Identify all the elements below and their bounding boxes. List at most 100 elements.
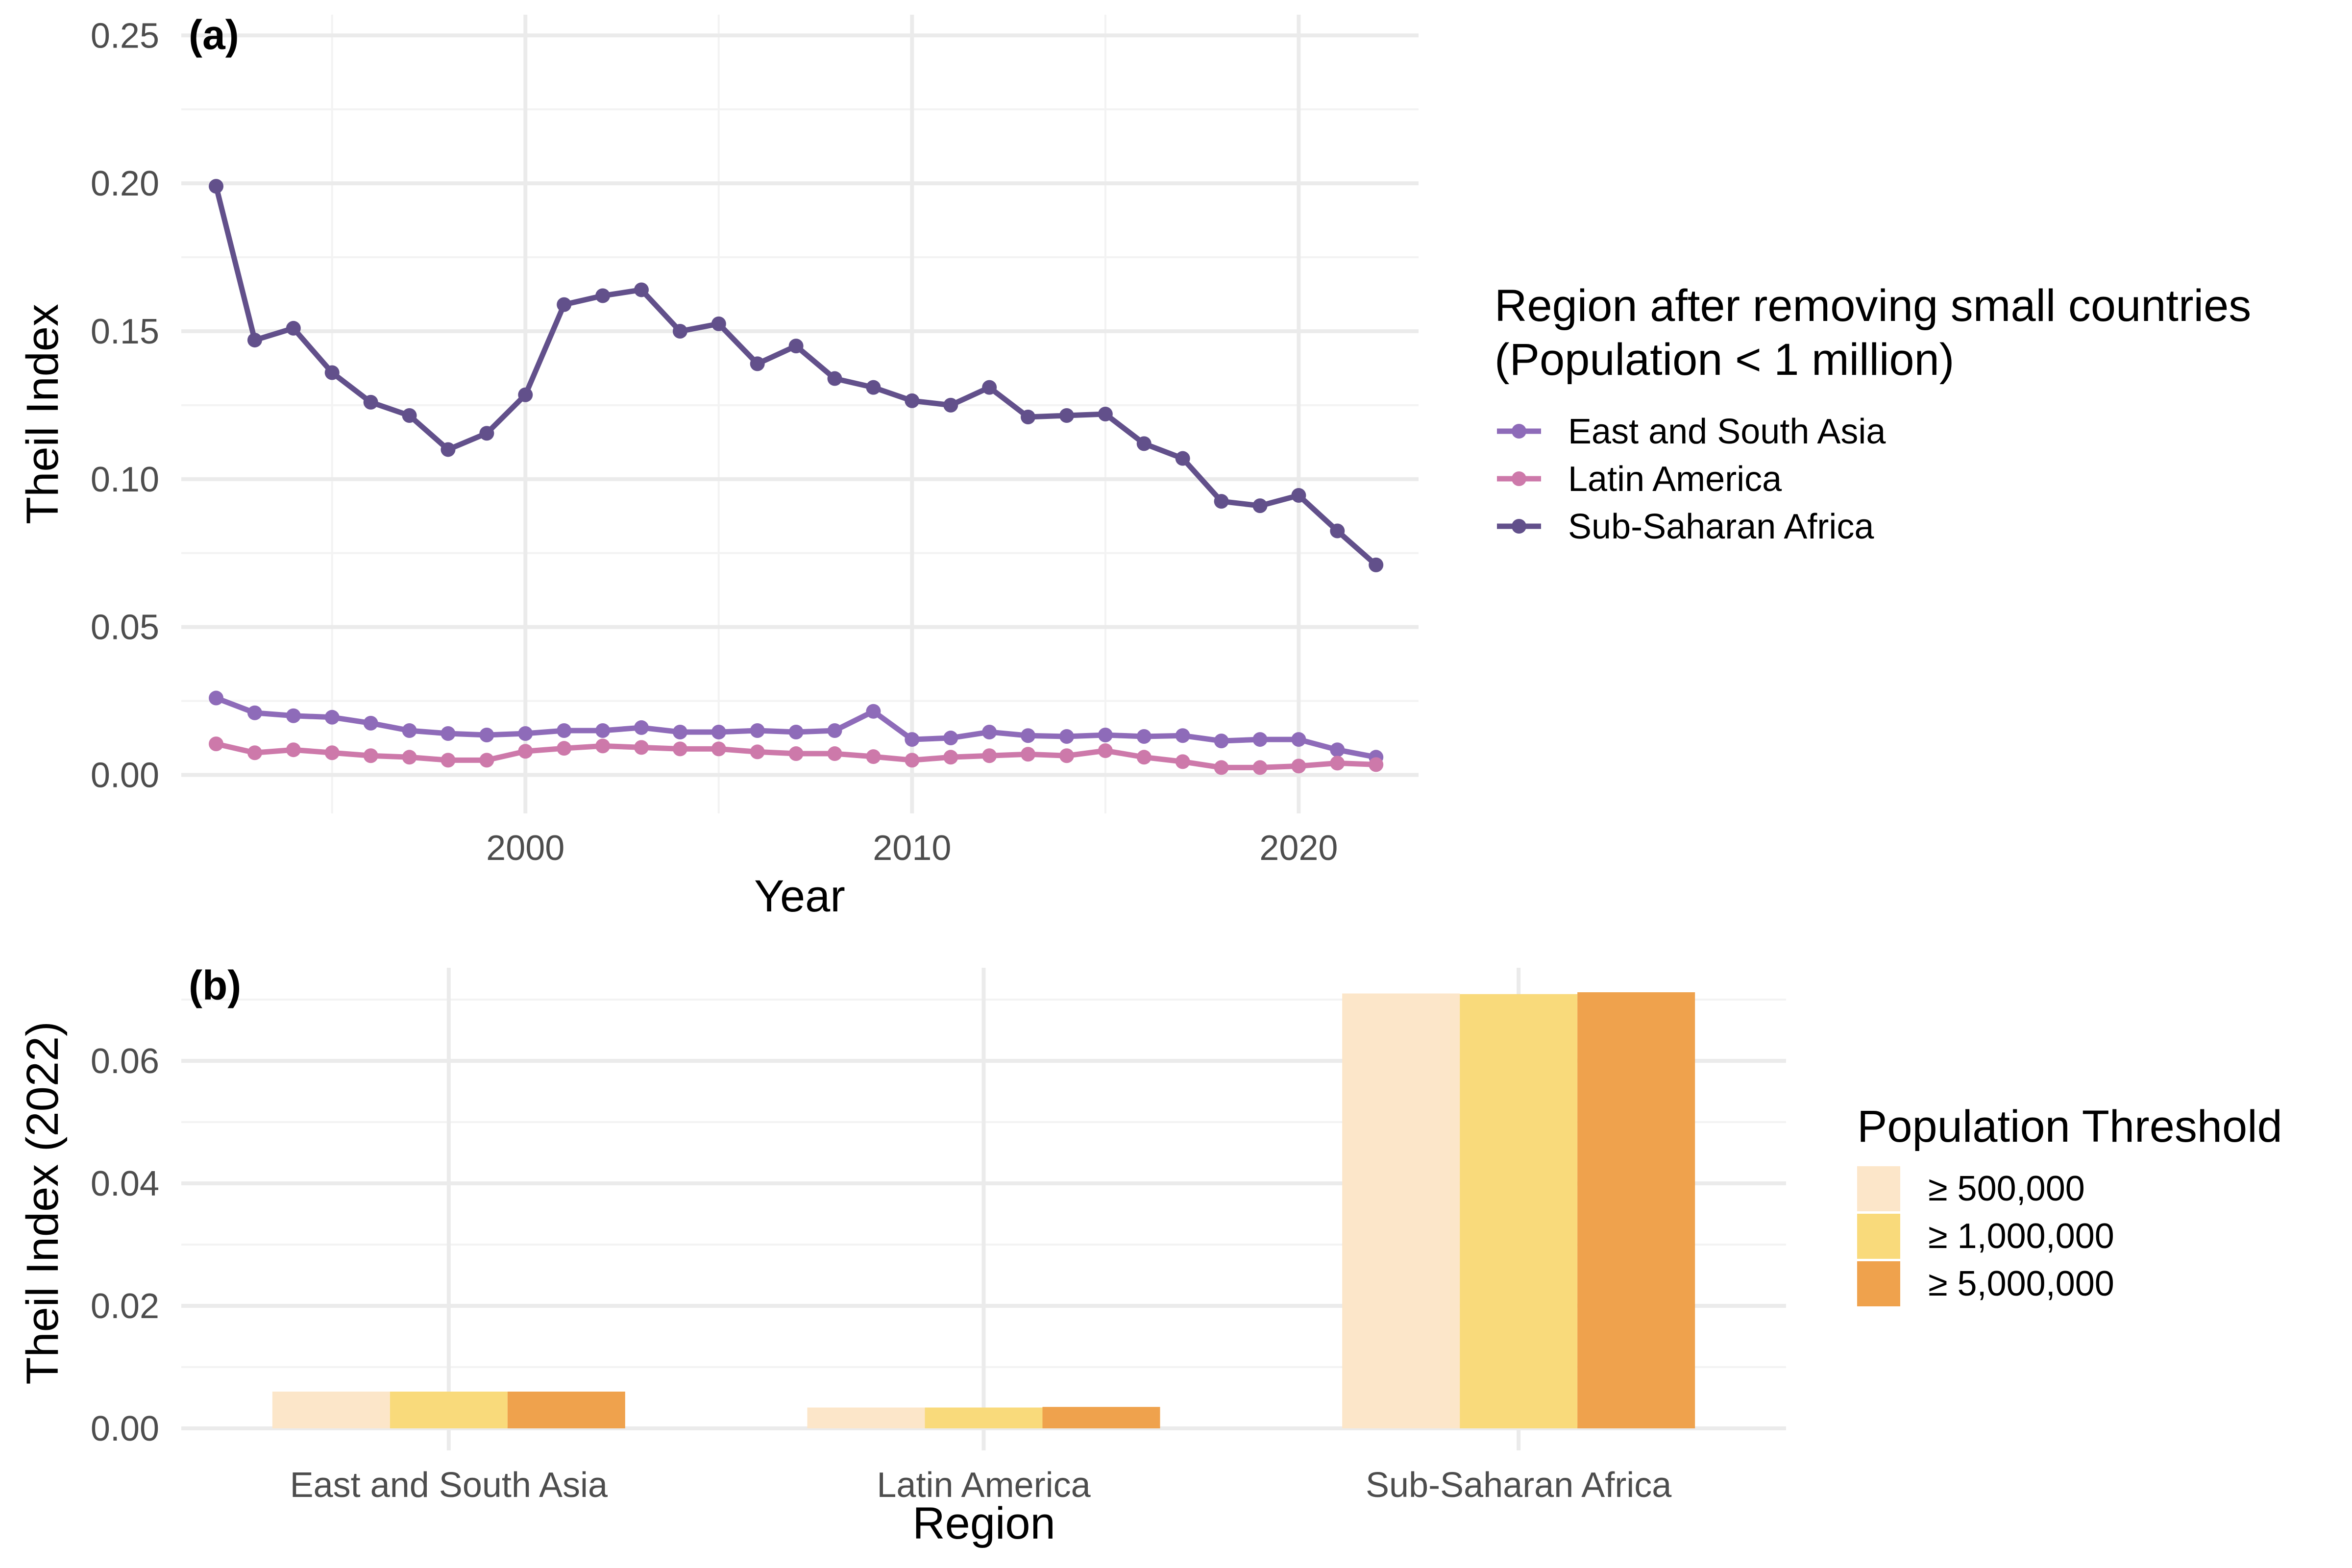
legend-key-swatch-0	[1857, 1166, 1900, 1211]
data-point-east-and-south-asia	[750, 723, 765, 738]
bar-east-and-south-asia-2	[507, 1392, 625, 1428]
panel-a-y-axis-title: Theil Index	[18, 304, 68, 524]
data-point-sub-saharan-africa	[1059, 408, 1074, 423]
data-point-latin-america	[441, 753, 456, 768]
panel-a-legend-title-line1: Region after removing small countries	[1494, 281, 2251, 331]
legend-label-threshold-2: ≥ 5,000,000	[1928, 1264, 2114, 1303]
data-point-latin-america	[286, 742, 301, 758]
data-point-sub-saharan-africa	[1214, 494, 1229, 509]
data-point-east-and-south-asia	[1175, 728, 1190, 743]
data-point-latin-america	[905, 753, 920, 768]
data-point-east-and-south-asia	[1098, 728, 1113, 743]
panel-b-y-axis-title: Theil Index (2022)	[18, 1021, 68, 1385]
data-point-sub-saharan-africa	[441, 442, 456, 457]
panel-a-y-tick-label: 0.00	[91, 756, 159, 795]
data-point-sub-saharan-africa	[1175, 451, 1190, 466]
data-point-east-and-south-asia	[286, 708, 301, 723]
bar-east-and-south-asia-1	[390, 1392, 508, 1428]
series-east-and-south-asia	[209, 690, 1384, 765]
panel-a-legend: Region after removing small countries (P…	[1494, 281, 2251, 546]
legend-label-threshold-0: ≥ 500,000	[1928, 1169, 2085, 1208]
data-point-east-and-south-asia	[711, 724, 726, 739]
data-point-sub-saharan-africa	[518, 387, 533, 402]
data-point-east-and-south-asia	[788, 724, 804, 739]
panel-a-legend-title-line2: (Population < 1 million)	[1494, 335, 1954, 385]
panel-a-y-tick-labels: 0.00 0.05 0.10 0.15 0.20 0.25	[91, 16, 159, 795]
panel-a-y-tick-label: 0.25	[91, 16, 159, 55]
data-point-east-and-south-asia	[441, 726, 456, 741]
data-point-sub-saharan-africa	[866, 380, 881, 395]
panel-b-x-axis-title: Region	[912, 1498, 1055, 1548]
data-point-east-and-south-asia	[1059, 729, 1074, 744]
panel-a-x-tick-labels: 2000 2010 2020	[486, 829, 1338, 868]
data-point-east-and-south-asia	[247, 705, 262, 720]
data-point-east-and-south-asia	[557, 723, 572, 738]
data-point-latin-america	[788, 746, 804, 761]
panel-a-x-tick-label: 2000	[486, 829, 564, 868]
panel-a-x-axis-title: Year	[754, 871, 845, 921]
data-point-east-and-south-asia	[209, 690, 224, 706]
data-point-east-and-south-asia	[866, 704, 881, 719]
bar-sub-saharan-africa-0	[1342, 993, 1460, 1428]
data-point-east-and-south-asia	[1214, 734, 1229, 749]
data-point-east-and-south-asia	[324, 710, 340, 725]
data-point-east-and-south-asia	[827, 723, 842, 738]
panel-a-x-tick-label: 2010	[873, 829, 951, 868]
data-point-sub-saharan-africa	[247, 333, 262, 348]
panel-a-tag: (a)	[189, 12, 239, 58]
legend-label-threshold-1: ≥ 1,000,000	[1928, 1217, 2114, 1256]
data-point-latin-america	[1021, 747, 1036, 762]
data-point-sub-saharan-africa	[1021, 410, 1036, 425]
data-point-latin-america	[595, 738, 611, 754]
panel-b-x-tick-label: Sub-Saharan Africa	[1366, 1466, 1672, 1505]
data-point-sub-saharan-africa	[363, 394, 378, 410]
legend-key-point-sub-saharan-africa	[1512, 519, 1526, 534]
data-point-east-and-south-asia	[518, 726, 533, 741]
data-point-latin-america	[711, 741, 726, 757]
panel-b-y-tick-label: 0.04	[91, 1164, 159, 1203]
data-point-latin-america	[518, 744, 533, 759]
data-point-east-and-south-asia	[634, 720, 649, 735]
data-point-sub-saharan-africa	[1098, 407, 1113, 421]
panel-b-bar-chart: 0.00 0.02 0.04 0.06 East and South Asia Lati…	[18, 962, 2282, 1548]
data-point-latin-america	[1059, 748, 1074, 763]
data-point-latin-america	[672, 741, 687, 757]
data-point-sub-saharan-africa	[479, 426, 494, 441]
panel-b-legend-items: ≥ 500,000 ≥ 1,000,000 ≥ 5,000,000	[1857, 1166, 2114, 1306]
data-point-latin-america	[827, 746, 842, 761]
data-point-sub-saharan-africa	[827, 371, 842, 386]
data-point-east-and-south-asia	[982, 724, 997, 739]
data-point-sub-saharan-africa	[595, 288, 611, 303]
data-point-sub-saharan-africa	[905, 393, 920, 408]
data-point-east-and-south-asia	[943, 731, 958, 746]
data-point-sub-saharan-africa	[1252, 498, 1268, 514]
data-point-east-and-south-asia	[595, 723, 611, 738]
panel-b-tag: (b)	[189, 962, 241, 1008]
data-point-sub-saharan-africa	[402, 408, 417, 423]
series-latin-america	[209, 736, 1384, 775]
panel-a-y-tick-label: 0.20	[91, 164, 159, 203]
panel-a-x-tick-label: 2020	[1259, 829, 1338, 868]
data-point-latin-america	[1214, 760, 1229, 775]
panel-a-y-tick-label: 0.05	[91, 608, 159, 647]
data-point-sub-saharan-africa	[711, 316, 726, 331]
data-point-latin-america	[402, 750, 417, 765]
data-point-east-and-south-asia	[479, 728, 494, 743]
panel-b-bars	[272, 992, 1695, 1428]
legend-label-sub-saharan-africa: Sub-Saharan Africa	[1568, 507, 1874, 546]
data-point-latin-america	[982, 748, 997, 763]
data-point-sub-saharan-africa	[286, 320, 301, 336]
legend-key-swatch-2	[1857, 1261, 1900, 1306]
data-point-sub-saharan-africa	[1291, 488, 1306, 503]
panel-a-y-tick-label: 0.15	[91, 312, 159, 351]
data-point-latin-america	[479, 753, 494, 768]
series-line-sub-saharan-africa	[213, 183, 1379, 568]
data-point-latin-america	[557, 741, 572, 756]
data-point-east-and-south-asia	[1330, 742, 1345, 758]
data-point-latin-america	[324, 745, 340, 760]
panel-b-y-tick-label: 0.00	[91, 1409, 159, 1448]
panel-a-y-tick-label: 0.10	[91, 460, 159, 499]
data-point-east-and-south-asia	[672, 724, 687, 739]
data-point-latin-america	[634, 740, 649, 755]
